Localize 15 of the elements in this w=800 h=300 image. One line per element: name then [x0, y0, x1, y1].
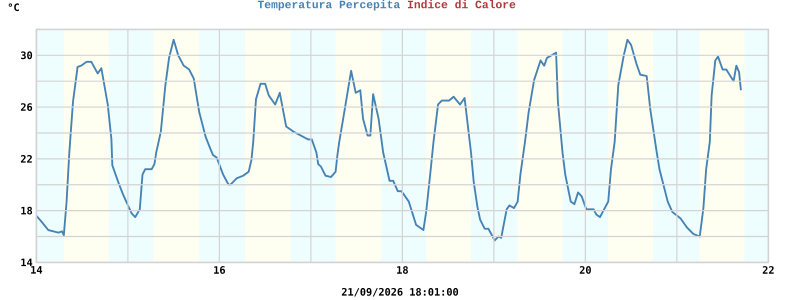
y-tick-label: 18 [21, 206, 32, 214]
y-tick-label: 14 [21, 258, 32, 266]
y-tick-label: 30 [20, 51, 32, 60]
y-tick-label: 22 [20, 154, 32, 163]
x-tick-label: 22 [762, 266, 774, 274]
legend-label: Indice di Calore [408, 0, 516, 8]
x-tick-label: 20 [580, 266, 591, 274]
text: Temperatura Percepita [258, 0, 400, 10]
x-axis-title: 21/09/2026 18:01:00 [342, 288, 458, 296]
x-tick-label: 16 [214, 266, 226, 274]
x-tick-label: 18 [397, 266, 408, 274]
y-tick-label: 26 [20, 103, 32, 111]
y-axis-title: °C [8, 3, 19, 12]
line-series [36, 38, 742, 242]
x-tick-label: 14 [31, 266, 42, 274]
